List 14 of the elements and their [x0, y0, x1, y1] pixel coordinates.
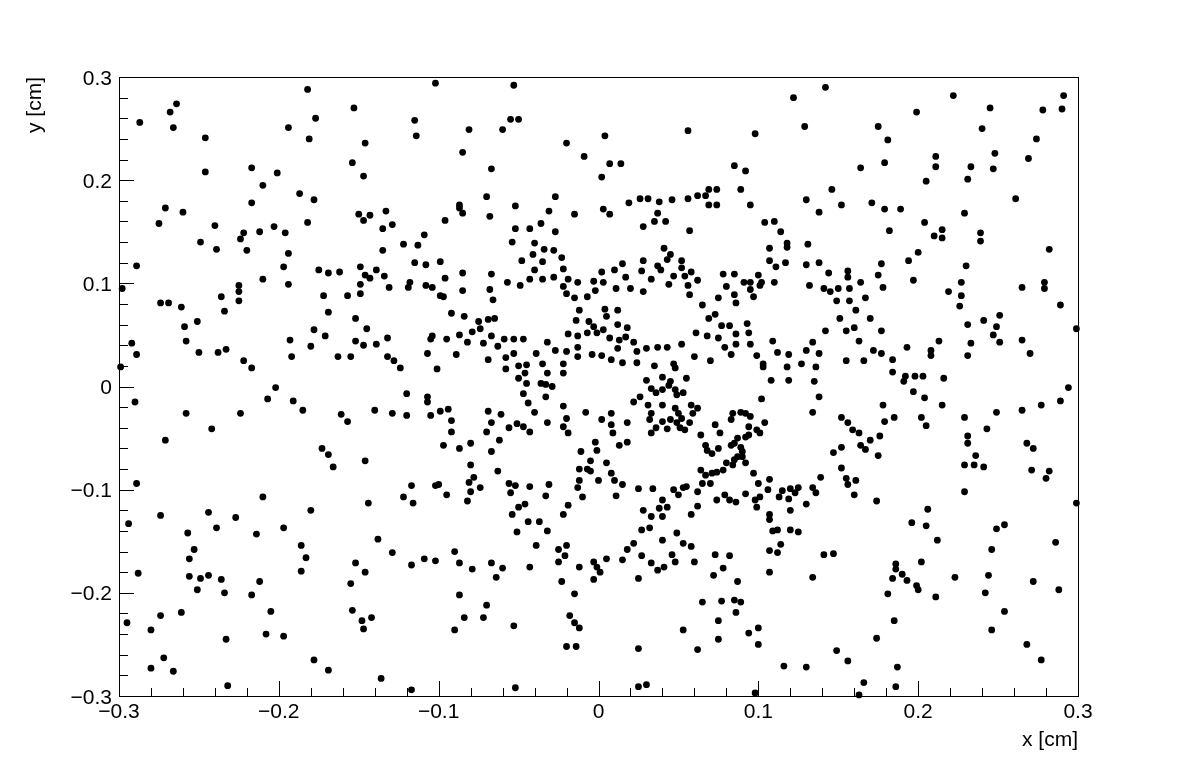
y-axis-title: y [cm] [22, 77, 45, 133]
y-tick-label: 0.2 [82, 168, 112, 192]
x-axis-title: x [cm] [1022, 727, 1078, 750]
x-tick-label: −0.2 [258, 699, 300, 722]
x-tick-label: 0.1 [743, 699, 773, 722]
y-tick-label: −0.1 [70, 478, 112, 502]
y-tick-label: 0 [100, 375, 112, 398]
x-tick-label: 0.3 [1063, 699, 1093, 722]
x-tick-label: 0.2 [903, 699, 933, 722]
x-tick-label: −0.1 [417, 699, 460, 722]
y-tick-label: −0.2 [70, 581, 112, 605]
y-tick-label: 0.1 [82, 271, 112, 295]
y-tick-label: 0.3 [82, 65, 112, 89]
x-tick-label: 0 [592, 699, 605, 722]
